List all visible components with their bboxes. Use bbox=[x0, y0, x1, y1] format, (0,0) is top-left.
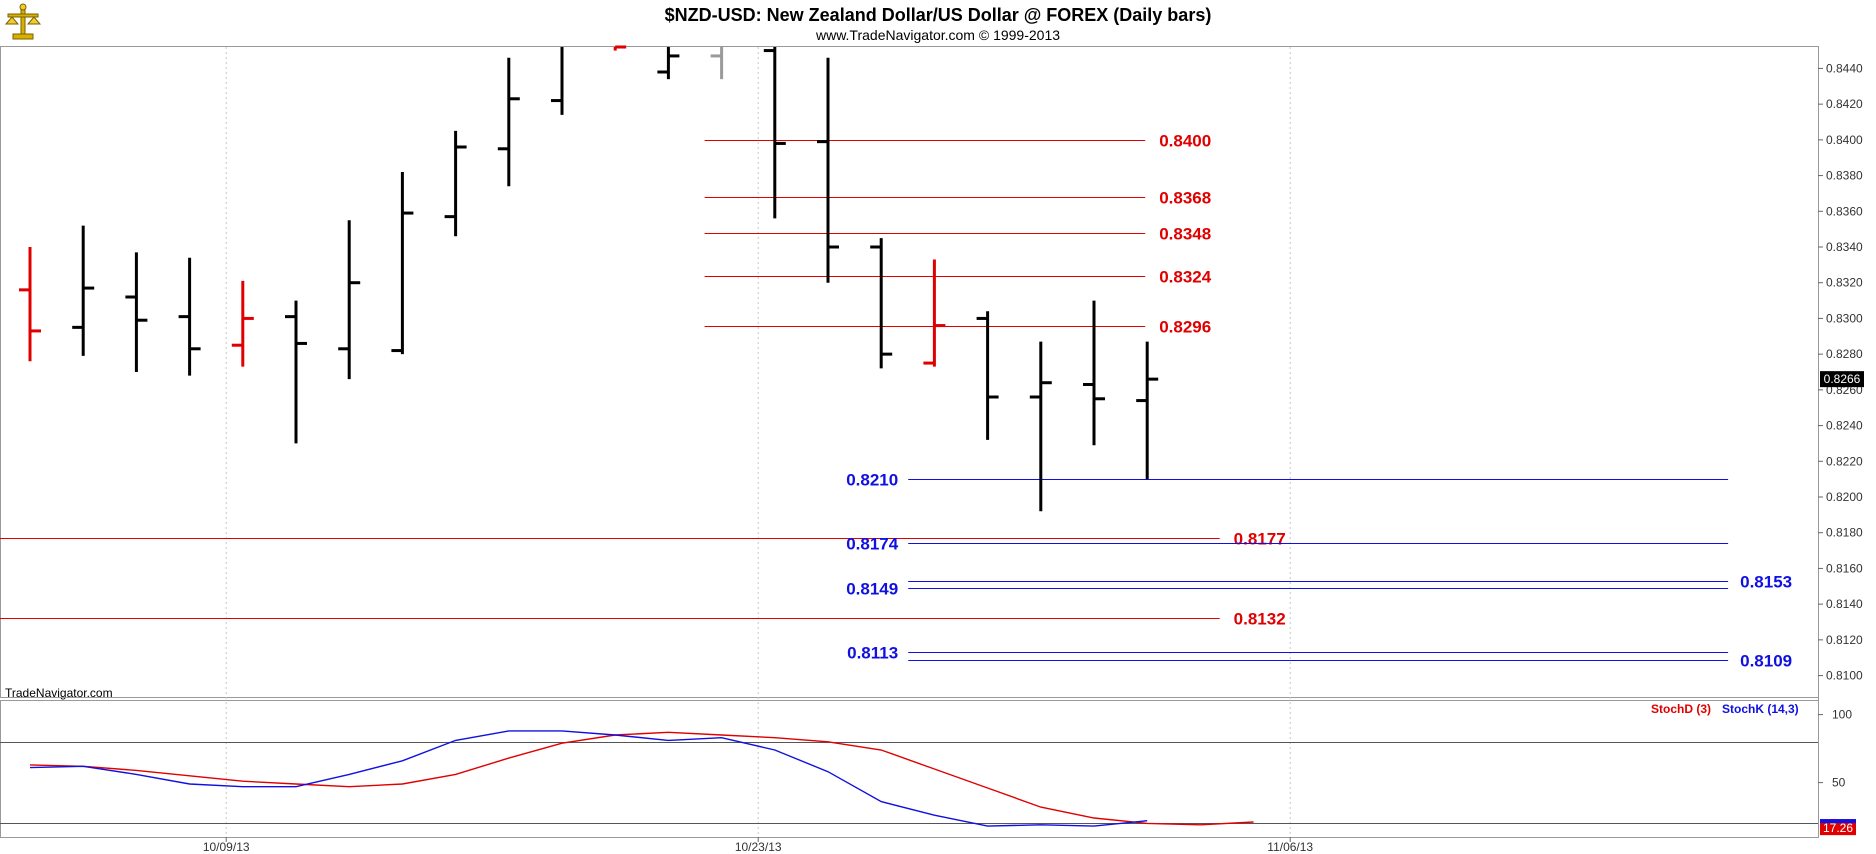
price-tick-label: 0.8180 bbox=[1826, 526, 1863, 540]
ohlc-bar bbox=[1029, 341, 1052, 512]
ohlc-bar bbox=[338, 220, 361, 380]
stochastic-panel: 100 50 17.26 bbox=[0, 708, 1856, 836]
price-tick-label: 0.8400 bbox=[1826, 133, 1863, 147]
ohlc-bar bbox=[178, 257, 201, 376]
ohlc-bar bbox=[285, 300, 307, 444]
price-tick-label: 0.8120 bbox=[1826, 633, 1863, 647]
price-tick-label: 0.8160 bbox=[1826, 561, 1863, 575]
ohlc-bar bbox=[613, 45, 627, 51]
red-level-label: 0.8324 bbox=[1159, 268, 1212, 287]
ohlc-bar bbox=[551, 47, 564, 115]
ohlc-bar bbox=[72, 225, 95, 356]
blue-level-label: 0.8174 bbox=[846, 535, 899, 554]
ohlc-bar bbox=[763, 47, 786, 219]
red-level-label: 0.8296 bbox=[1159, 318, 1211, 337]
price-y-axis: 0.8440 0.8420 0.8400 0.8380 0.8360 0.8340 0.83… bbox=[1818, 61, 1864, 683]
red-level-label: 0.8177 bbox=[1234, 530, 1286, 549]
stoch-last-label: 17.26 bbox=[1823, 821, 1853, 835]
last-price-label: 0.8266 bbox=[1824, 372, 1861, 386]
ohlc-bar bbox=[125, 252, 148, 372]
price-tick-label: 0.8340 bbox=[1826, 240, 1863, 254]
chart-title: $NZD-USD: New Zealand Dollar/US Dollar @… bbox=[665, 5, 1212, 25]
price-tick-label: 0.8140 bbox=[1826, 597, 1863, 611]
blue-level-label: 0.8153 bbox=[1740, 573, 1792, 592]
red-level-label: 0.8400 bbox=[1159, 132, 1211, 151]
price-tick-label: 0.8320 bbox=[1826, 276, 1863, 290]
date-tick-label: 10/23/13 bbox=[735, 840, 782, 854]
ohlc-bar bbox=[391, 172, 414, 355]
legend-stoch-d: StochD (3) bbox=[1651, 702, 1711, 716]
stoch-k-line bbox=[29, 730, 1148, 827]
grid-layer bbox=[225, 47, 1291, 837]
price-tick-label: 0.8380 bbox=[1826, 169, 1863, 183]
last-price-badge bbox=[1820, 371, 1864, 388]
x-axis: 10/09/13 10/23/13 11/06/13 bbox=[203, 837, 1313, 854]
blue-level-label: 0.8113 bbox=[847, 644, 898, 663]
stoch-tick-label: 100 bbox=[1832, 708, 1852, 722]
price-tick-label: 0.8100 bbox=[1826, 669, 1863, 683]
ohlc-bar bbox=[976, 311, 999, 440]
ohlc-bar bbox=[231, 280, 254, 367]
blue-level-label: 0.8210 bbox=[846, 471, 898, 490]
legend-stoch-k: StochK (14,3) bbox=[1722, 702, 1799, 716]
red-level-label: 0.8132 bbox=[1234, 610, 1286, 629]
levels-layer: 0.8400 0.8368 0.8348 0.8324 0.8296 0.8177 0.81… bbox=[0, 132, 1792, 671]
ohlc-bar bbox=[1083, 300, 1105, 446]
tradenavigator-logo-icon bbox=[4, 3, 42, 40]
price-tick-label: 0.8300 bbox=[1826, 311, 1863, 325]
chart-subtitle: www.TradeNavigator.com © 1999-2013 bbox=[815, 27, 1060, 43]
ohlc-bar bbox=[444, 130, 467, 237]
stoch-panel-frame bbox=[0, 700, 1819, 838]
ohlc-bar bbox=[870, 238, 893, 369]
blue-level-label: 0.8109 bbox=[1740, 652, 1792, 671]
red-level-label: 0.8348 bbox=[1159, 225, 1211, 244]
date-tick-label: 10/09/13 bbox=[203, 840, 250, 854]
ohlc-bar bbox=[19, 247, 41, 362]
ohlc-bar bbox=[497, 57, 520, 187]
price-tick-label: 0.8280 bbox=[1826, 347, 1863, 361]
stoch-d-line bbox=[29, 731, 1254, 826]
ohlc-bar bbox=[1136, 341, 1159, 480]
stoch-tick-label: 50 bbox=[1832, 776, 1846, 790]
watermark: TradeNavigator.com bbox=[5, 686, 113, 700]
red-level-label: 0.8368 bbox=[1159, 189, 1211, 208]
price-tick-label: 0.8240 bbox=[1826, 419, 1863, 433]
ohlc-bar bbox=[817, 57, 839, 283]
ohlc-bar bbox=[710, 47, 724, 80]
price-tick-label: 0.8220 bbox=[1826, 454, 1863, 468]
ohlc-bar bbox=[923, 259, 946, 367]
price-tick-label: 0.8360 bbox=[1826, 204, 1863, 218]
bars-layer bbox=[19, 45, 1159, 512]
stoch-last-badge-stripe bbox=[1820, 819, 1856, 824]
price-tick-label: 0.8420 bbox=[1826, 97, 1863, 111]
ohlc-bar bbox=[657, 47, 680, 80]
price-panel-frame bbox=[0, 46, 1819, 698]
price-tick-label: 0.8200 bbox=[1826, 490, 1863, 504]
blue-level-label: 0.8149 bbox=[846, 580, 898, 599]
date-tick-label: 11/06/13 bbox=[1267, 840, 1313, 854]
price-tick-label: 0.8440 bbox=[1826, 61, 1863, 75]
